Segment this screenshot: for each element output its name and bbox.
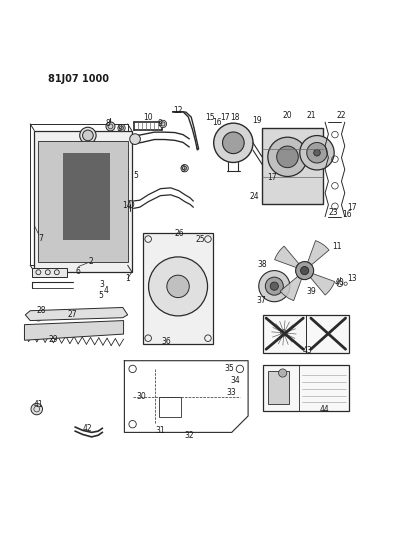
Text: 12: 12	[173, 107, 182, 115]
Polygon shape	[25, 308, 128, 320]
Circle shape	[307, 142, 327, 163]
Circle shape	[80, 127, 96, 143]
Text: 5: 5	[134, 171, 139, 180]
Text: 16: 16	[212, 118, 222, 127]
Text: 32: 32	[184, 431, 194, 440]
Text: 8: 8	[106, 119, 111, 128]
Polygon shape	[310, 273, 335, 295]
Circle shape	[300, 266, 309, 274]
Polygon shape	[24, 320, 124, 340]
Bar	[63, 153, 110, 240]
Text: 22: 22	[337, 111, 346, 120]
Bar	[268, 371, 289, 403]
Text: 13: 13	[347, 274, 357, 283]
Circle shape	[159, 120, 166, 127]
Text: 41: 41	[34, 400, 43, 409]
Text: 33: 33	[226, 388, 236, 397]
Text: 2: 2	[88, 257, 93, 266]
Circle shape	[214, 123, 253, 163]
Circle shape	[106, 122, 115, 131]
Text: 17: 17	[267, 173, 277, 182]
Text: 19: 19	[252, 116, 262, 125]
Text: 29: 29	[48, 335, 58, 344]
Bar	[34, 131, 132, 272]
Text: 39: 39	[306, 287, 316, 296]
Bar	[159, 397, 181, 417]
Circle shape	[281, 329, 287, 336]
Text: 24: 24	[249, 191, 259, 200]
Text: 6: 6	[75, 267, 80, 276]
Circle shape	[83, 130, 93, 141]
Text: 35: 35	[224, 364, 234, 373]
Text: 43: 43	[302, 346, 312, 355]
Text: 34: 34	[230, 376, 240, 385]
Bar	[262, 128, 323, 204]
Circle shape	[181, 165, 188, 172]
Text: 26: 26	[174, 229, 184, 238]
Text: 15: 15	[205, 114, 215, 122]
Circle shape	[130, 134, 141, 144]
Text: 25: 25	[196, 236, 206, 244]
Text: 16: 16	[342, 209, 352, 219]
Circle shape	[279, 369, 287, 377]
Text: 21: 21	[307, 111, 316, 120]
Circle shape	[270, 282, 278, 290]
Text: 9: 9	[180, 165, 185, 174]
Text: 11: 11	[332, 243, 342, 252]
Bar	[38, 141, 128, 262]
Text: 5: 5	[99, 292, 104, 301]
Text: 7: 7	[38, 234, 43, 243]
Circle shape	[296, 262, 314, 280]
Text: 9: 9	[157, 119, 162, 128]
Bar	[263, 315, 349, 352]
Text: 42: 42	[83, 424, 92, 433]
Text: 18: 18	[230, 114, 240, 122]
Circle shape	[300, 135, 334, 170]
Polygon shape	[308, 240, 329, 265]
Text: 30: 30	[136, 392, 145, 401]
Polygon shape	[275, 246, 299, 268]
Circle shape	[266, 277, 283, 295]
Text: 4: 4	[104, 286, 109, 295]
Text: 27: 27	[67, 310, 77, 319]
Bar	[32, 268, 67, 277]
Text: 81J07 1000: 81J07 1000	[48, 74, 109, 84]
Text: 40: 40	[335, 278, 345, 287]
Text: 9: 9	[118, 124, 123, 133]
Text: 20: 20	[283, 111, 292, 120]
Circle shape	[259, 271, 290, 302]
Text: 28: 28	[36, 306, 46, 315]
Bar	[263, 365, 349, 411]
Text: 17: 17	[347, 203, 357, 212]
Text: 36: 36	[162, 336, 171, 345]
Text: 23: 23	[328, 208, 338, 217]
Circle shape	[148, 257, 208, 316]
Text: 14: 14	[122, 201, 132, 211]
Bar	[143, 233, 213, 344]
Bar	[30, 124, 128, 265]
Text: 17: 17	[220, 114, 230, 122]
Circle shape	[314, 149, 320, 156]
Circle shape	[277, 146, 298, 168]
Text: 44: 44	[319, 405, 329, 414]
Text: 1: 1	[125, 274, 130, 283]
Text: 38: 38	[257, 260, 267, 269]
Circle shape	[31, 403, 42, 415]
Text: 10: 10	[143, 114, 153, 122]
Text: 37: 37	[256, 296, 266, 304]
Circle shape	[118, 124, 125, 132]
Circle shape	[268, 137, 307, 176]
Circle shape	[167, 275, 189, 297]
Text: 3: 3	[100, 280, 105, 289]
Polygon shape	[280, 277, 302, 301]
Text: 31: 31	[156, 426, 165, 435]
Circle shape	[222, 132, 244, 154]
